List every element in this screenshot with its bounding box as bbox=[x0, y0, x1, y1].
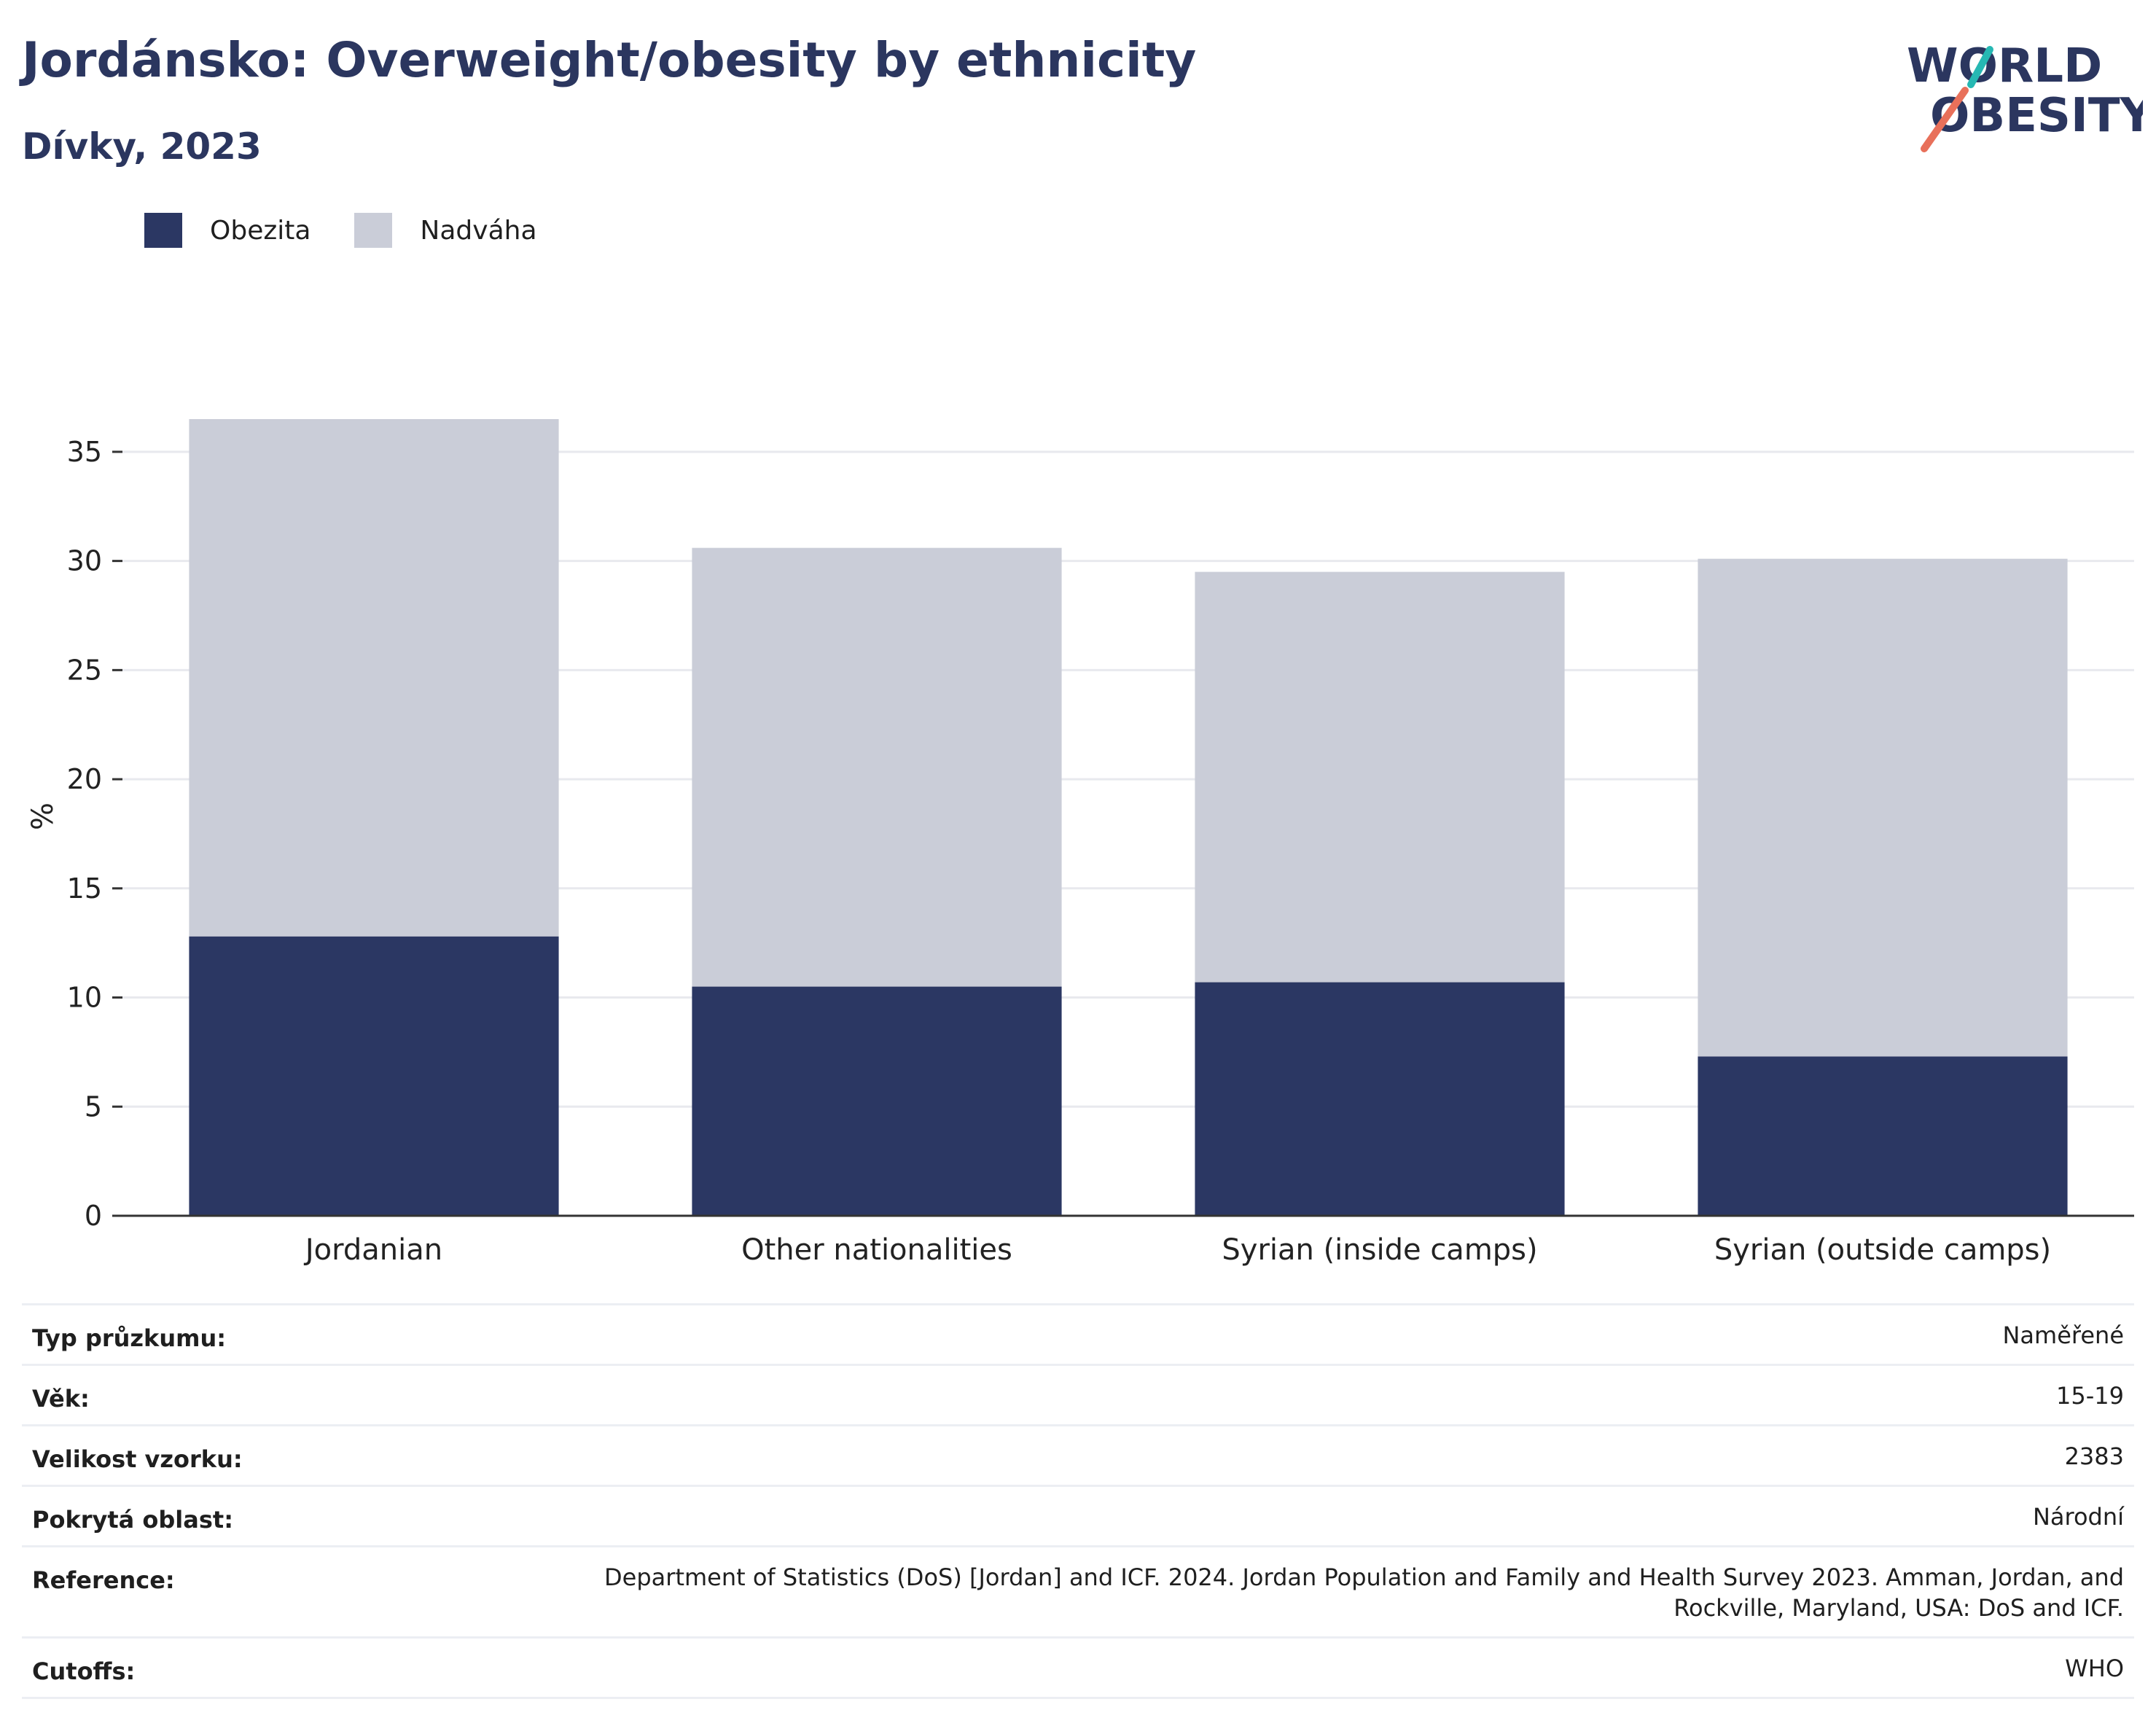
x-tick-label: Other nationalities bbox=[741, 1233, 1012, 1267]
bar-obezita bbox=[692, 986, 1062, 1216]
y-tick-label: 5 bbox=[85, 1090, 102, 1122]
legend-label-obezita: Obezita bbox=[210, 215, 311, 246]
y-tick-label: 35 bbox=[67, 436, 102, 468]
legend-label-nadvaha: Nadváha bbox=[420, 215, 537, 246]
legend: Obezita Nadváha bbox=[144, 213, 537, 248]
info-row-area: Pokrytá oblast: Národní bbox=[22, 1485, 2134, 1545]
legend-item-obezita: Obezita bbox=[144, 213, 310, 248]
chart-subtitle: Dívky, 2023 bbox=[22, 125, 262, 168]
info-label: Pokrytá oblast: bbox=[32, 1506, 233, 1534]
logo-slash-teal bbox=[1967, 46, 1993, 88]
logo-slash-coral bbox=[1921, 87, 1969, 152]
info-label: Cutoffs: bbox=[32, 1657, 136, 1685]
legend-item-nadvaha: Nadváha bbox=[354, 213, 537, 248]
info-value: Národní bbox=[2032, 1503, 2124, 1531]
info-label: Reference: bbox=[32, 1566, 175, 1594]
y-tick-label: 25 bbox=[67, 654, 102, 686]
world-obesity-logo: WORLD OBESITY bbox=[1907, 39, 2143, 152]
y-tick-label: 0 bbox=[85, 1200, 102, 1232]
x-tick-label: Syrian (inside camps) bbox=[1222, 1233, 1537, 1267]
logo-line1: WORLD bbox=[1907, 39, 2102, 93]
bar-nadvaha bbox=[189, 418, 559, 937]
info-label: Velikost vzorku: bbox=[32, 1445, 243, 1473]
info-value: Naměřené bbox=[2002, 1321, 2124, 1349]
info-value: 2383 bbox=[2064, 1442, 2124, 1470]
chart-title: Jordánsko: Overweight/obesity by ethnici… bbox=[22, 32, 1197, 88]
legend-swatch-nadvaha bbox=[354, 213, 393, 248]
legend-swatch-obezita bbox=[144, 213, 182, 248]
info-row-sample-size: Velikost vzorku: 2383 bbox=[22, 1424, 2134, 1485]
info-value: Department of Statistics (DoS) [Jordan] … bbox=[604, 1563, 2124, 1622]
info-row-age: Věk: 15-19 bbox=[22, 1364, 2134, 1424]
y-tick-label: 15 bbox=[67, 872, 102, 905]
info-row-cutoffs: Cutoffs: WHO bbox=[22, 1636, 2134, 1699]
info-label: Věk: bbox=[32, 1385, 90, 1413]
info-row-reference: Reference: Department of Statistics (DoS… bbox=[22, 1545, 2134, 1636]
bar-nadvaha bbox=[1698, 558, 2068, 1057]
bar-nadvaha bbox=[692, 547, 1062, 987]
info-table: Typ průzkumu: Naměřené Věk: 15-19 Veliko… bbox=[22, 1303, 2134, 1699]
axes: 0 5 10 15 20 25 30 35% Jordanian Other nationalit… bbox=[26, 436, 2134, 1267]
bar-obezita bbox=[189, 936, 559, 1216]
info-row-survey-type: Typ průzkumu: Naměřené bbox=[22, 1303, 2134, 1364]
bar-nadvaha bbox=[1195, 571, 1565, 983]
info-value: 15-19 bbox=[2056, 1382, 2124, 1410]
y-tick-label: 20 bbox=[67, 763, 102, 795]
bar-obezita bbox=[1195, 982, 1565, 1216]
x-tick-label: Syrian (outside camps) bbox=[1714, 1233, 2051, 1267]
y-tick-label: 30 bbox=[67, 545, 102, 577]
bar-chart: 0 5 10 15 20 25 30 35% Jordanian Other nationalit… bbox=[26, 418, 2134, 1267]
x-tick-label: Jordanian bbox=[303, 1233, 442, 1267]
info-value: WHO bbox=[2065, 1655, 2124, 1682]
bar-obezita bbox=[1698, 1056, 2068, 1216]
logo-line2: OBESITY bbox=[1930, 89, 2143, 143]
info-label: Typ průzkumu: bbox=[32, 1324, 227, 1352]
y-tick-label: 10 bbox=[67, 982, 102, 1014]
y-axis-label: % bbox=[26, 802, 60, 830]
bars bbox=[189, 418, 2068, 1216]
